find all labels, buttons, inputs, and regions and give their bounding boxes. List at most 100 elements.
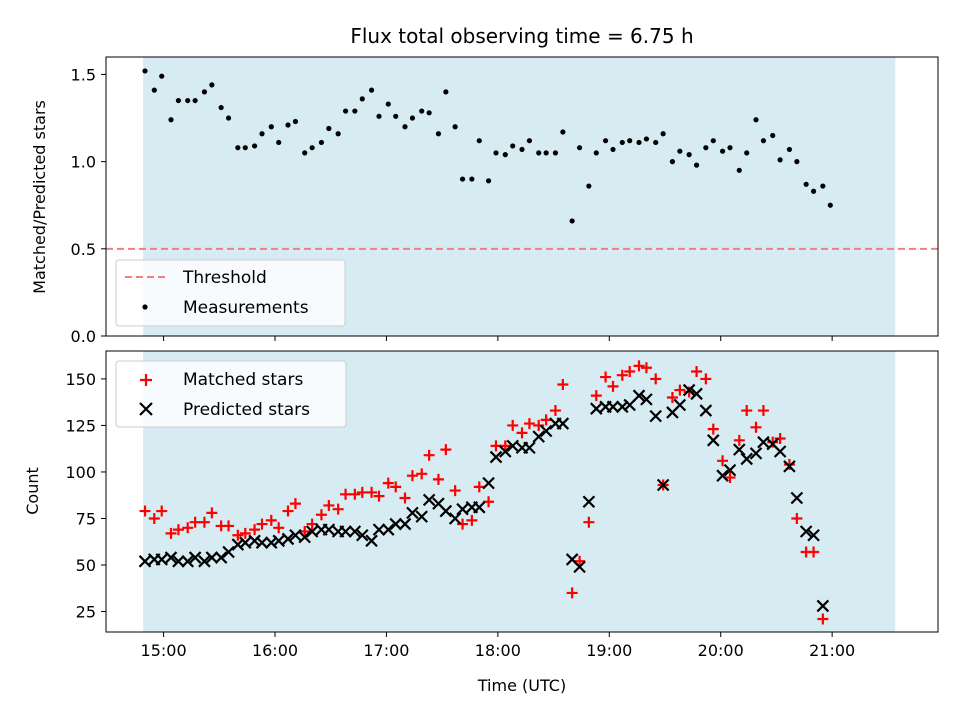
bottom-y-tick-label: 125: [65, 416, 96, 435]
measurement-point: [794, 159, 800, 165]
predicted-star-point: [322, 523, 336, 536]
predicted-star-point: [573, 560, 586, 574]
matched-star-point: [607, 380, 619, 392]
predicted-star-point: [640, 393, 653, 406]
predicted-star-point: [298, 530, 311, 544]
matched-star-point: [165, 527, 177, 539]
legend-measurements-label: Measurements: [183, 298, 309, 318]
measurement-point: [560, 129, 566, 135]
predicted-star-point: [733, 443, 746, 456]
legend-matched-label: Matched stars: [183, 370, 303, 390]
predicted-star-point: [265, 536, 278, 549]
top-y-tick-label: 0.5: [71, 240, 96, 259]
matched-star-point: [549, 405, 561, 417]
predicted-star-point: [482, 476, 495, 490]
predicted-star-point: [138, 555, 152, 568]
matched-star-point: [574, 555, 586, 567]
predicted-star-point: [616, 400, 629, 414]
matched-star-point: [340, 488, 352, 500]
matched-star-point: [691, 365, 703, 377]
measurement-point: [242, 145, 248, 151]
matched-star-point: [516, 427, 528, 439]
measurement-point: [218, 104, 224, 111]
predicted-star-point: [415, 510, 428, 523]
measurement-point: [251, 143, 258, 149]
measurement-point: [820, 183, 826, 189]
legend-predicted-swatch: [139, 402, 153, 416]
measurement-point: [744, 150, 750, 156]
bottom-y-tick-label: 25: [76, 603, 96, 622]
measurement-point: [276, 139, 282, 146]
predicted-star-point: [239, 536, 252, 549]
predicted-star-point: [489, 450, 503, 464]
top-legend-box: [115, 259, 346, 327]
predicted-star-point: [356, 528, 369, 542]
predicted-star-point: [539, 424, 553, 438]
matched-star-point: [791, 512, 803, 524]
measurement-point: [426, 110, 432, 116]
predicted-star-point: [305, 525, 319, 538]
bottom-x-tick-label: 18:00: [475, 641, 521, 660]
matched-star-point: [483, 496, 495, 508]
bottom-legend: Matched stars Predicted stars: [115, 360, 347, 428]
measurement-point: [309, 145, 315, 151]
measurement-point: [409, 115, 416, 121]
measurement-point: [686, 152, 692, 158]
bottom-x-tick-label: 20:00: [698, 641, 744, 660]
predicted-star-point: [807, 528, 820, 542]
matched-star-point: [640, 362, 652, 374]
predicted-star-point: [155, 553, 168, 566]
measurement-point: [376, 113, 382, 119]
measurement-point: [536, 150, 542, 156]
measurement-point: [476, 138, 482, 144]
top-y-tick-label: 1.5: [71, 65, 96, 84]
predicted-star-point: [439, 504, 453, 518]
legend-predicted-label: Predicted stars: [183, 400, 310, 420]
predicted-star-point: [214, 551, 228, 564]
measurement-point: [168, 117, 174, 123]
matched-star-point: [223, 520, 235, 532]
bottom-panel: 25 50 75 100 125 150 15:00 16:00 17:00 18:00 19:0…: [23, 350, 939, 695]
measurement-point: [209, 82, 215, 88]
measurement-point: [569, 218, 575, 224]
predicted-star-point: [422, 493, 436, 507]
measurement-point: [727, 145, 733, 151]
predicted-star-point: [499, 445, 512, 458]
matched-star-point: [733, 434, 745, 446]
matched-star-point: [741, 405, 753, 417]
bottom-x-axis: 15:00 16:00 17:00 18:00 19:00 20:00 21:00: [141, 632, 855, 660]
matched-star-point: [148, 512, 160, 524]
measurements-series: [142, 68, 833, 224]
matched-star-point: [533, 419, 545, 431]
predicted-star-point: [448, 512, 462, 525]
measurement-point: [810, 188, 817, 194]
predicted-star-point: [590, 402, 603, 415]
matched-star-point: [523, 418, 535, 430]
measurement-point: [770, 132, 776, 139]
bottom-y-tick-label: 75: [76, 509, 96, 528]
matched-star-point: [406, 470, 418, 482]
bottom-panel-frame: [105, 350, 939, 633]
matched-star-point: [315, 509, 327, 521]
predicted-star-point: [690, 387, 703, 401]
measurement-point: [610, 146, 616, 153]
matched-star-point: [423, 449, 435, 461]
predicted-star-point: [556, 417, 570, 430]
matched-star-point: [590, 390, 602, 402]
matched-star-point: [666, 392, 678, 404]
bottom-y-tick-label: 50: [76, 556, 96, 575]
measurement-point: [543, 150, 549, 156]
bottom-y-tick-label: 100: [65, 463, 96, 482]
top-y-tick-label: 1.0: [71, 153, 96, 172]
matched-stars-series: [139, 360, 829, 625]
matched-star-point: [808, 546, 820, 558]
predicted-star-point: [816, 599, 830, 613]
predicted-star-point: [389, 517, 402, 531]
matched-star-point: [306, 518, 318, 530]
measurement-point: [669, 159, 676, 165]
predicted-star-point: [656, 478, 670, 492]
measurement-point: [552, 150, 559, 156]
measurement-point: [459, 176, 466, 182]
matched-star-point: [717, 455, 729, 467]
